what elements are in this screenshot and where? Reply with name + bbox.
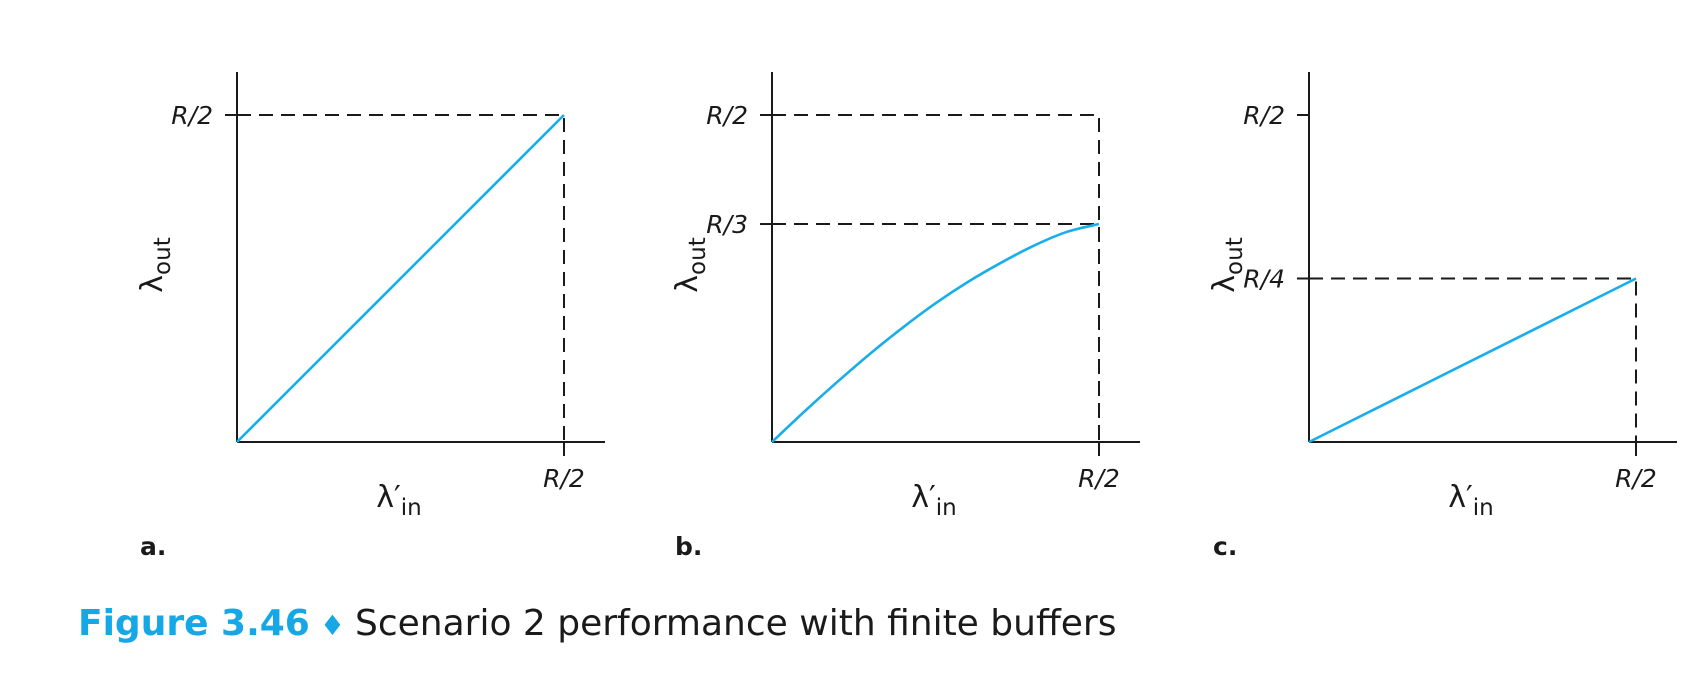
panel-label: c. (1213, 532, 1237, 561)
chart-panel-1: R/2 R/2 λout λ′in a. (135, 72, 605, 561)
figure-title: Scenario 2 performance with finite buffe… (354, 603, 1117, 644)
guide-line-2 (772, 223, 1100, 442)
y-tick-label: R/2 (171, 101, 213, 130)
series-line (771, 222, 1100, 443)
x-axis-label: λ′in (911, 480, 957, 521)
diamond-icon: ♦ (319, 609, 345, 642)
y-axis-label: λout (135, 237, 176, 292)
panel-label: a. (140, 532, 166, 561)
y-tick-label: R/2 (1243, 101, 1285, 130)
x-axis-label: λ′in (1448, 480, 1494, 521)
series-line (1308, 277, 1637, 444)
x-axis-label: λ′in (376, 480, 422, 521)
x-tick-label: R/2 (543, 464, 585, 493)
figure-caption: Figure 3.46 ♦ Scenario 2 performance with … (78, 603, 1116, 644)
series-line (236, 114, 565, 443)
chart-panel-3: R/2 R/4 R/2 λout λ′in c. (1207, 72, 1677, 561)
y-tick-label: R/2 (706, 101, 748, 130)
x-tick-label: R/2 (1078, 464, 1120, 493)
y-tick-label: R/4 (1243, 265, 1285, 294)
y-axis-label: λout (670, 237, 711, 292)
y-axis-label: λout (1207, 237, 1248, 292)
figure-number: Figure 3.46 (78, 603, 310, 644)
y-tick-label: R/3 (706, 210, 748, 239)
x-tick-label: R/2 (1615, 464, 1657, 493)
panel-label: b. (675, 532, 702, 561)
chart-panel-2: R/2 R/3 R/2 λout λ′in b. (670, 72, 1140, 561)
guide-line-1 (772, 114, 1100, 442)
